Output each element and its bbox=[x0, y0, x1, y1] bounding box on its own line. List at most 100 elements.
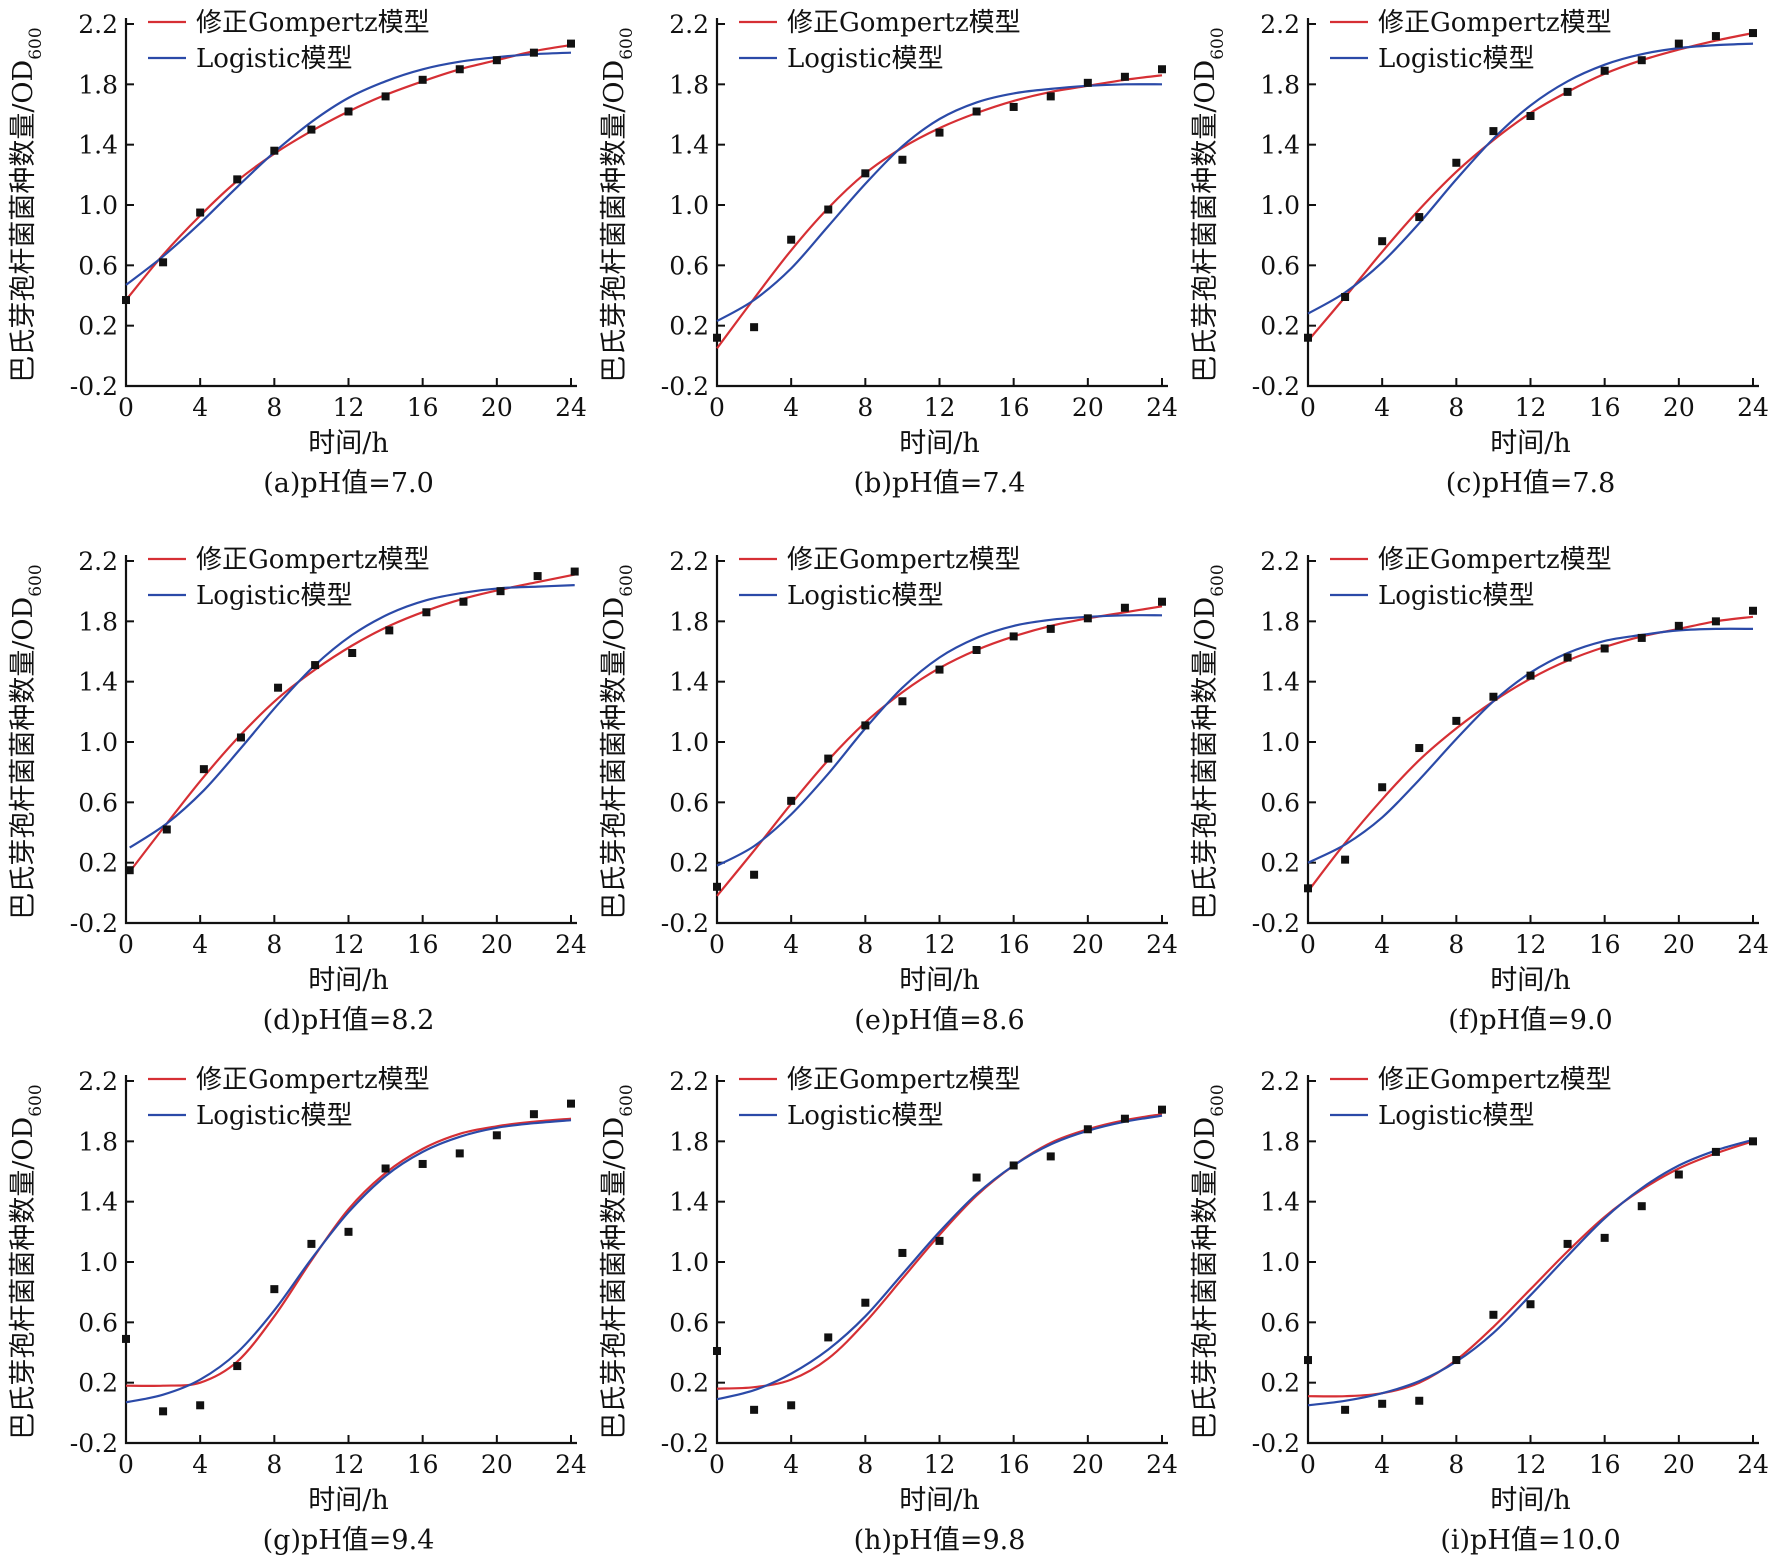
y-tick-label: 1.0 bbox=[78, 191, 118, 220]
observed-point bbox=[1341, 293, 1350, 302]
y-axis-title: 巴氏芽孢杆菌菌种数量/OD600 bbox=[1190, 564, 1228, 919]
observed-point bbox=[972, 107, 981, 116]
y-tick-label: 1.0 bbox=[669, 728, 709, 757]
observed-point bbox=[972, 645, 981, 654]
x-tick-label: 24 bbox=[1146, 393, 1178, 422]
x-tick-label: 16 bbox=[1589, 930, 1621, 959]
observed-point bbox=[787, 1401, 796, 1410]
observed-point bbox=[1158, 597, 1166, 606]
observed-point bbox=[1083, 614, 1092, 623]
observed-point bbox=[381, 1164, 390, 1173]
observed-point bbox=[750, 1405, 759, 1414]
y-tick-label: 1.0 bbox=[1260, 1248, 1300, 1277]
observed-point bbox=[233, 175, 242, 184]
y-axis-title-text: 巴氏芽孢杆菌菌种数量/OD bbox=[599, 1117, 630, 1440]
x-tick-label: 12 bbox=[924, 930, 956, 959]
observed-point bbox=[972, 1173, 981, 1182]
x-axis-title: 时间/h bbox=[1490, 428, 1571, 459]
observed-point bbox=[787, 235, 796, 244]
observed-point bbox=[935, 1236, 944, 1245]
y-tick-label: 1.8 bbox=[1260, 607, 1300, 636]
x-tick-label: 20 bbox=[481, 1450, 513, 1479]
y-tick-label: 0.6 bbox=[78, 251, 118, 280]
observed-point bbox=[898, 1248, 907, 1257]
observed-point bbox=[1563, 1239, 1572, 1248]
y-tick-label: 0.6 bbox=[669, 251, 709, 280]
observed-point bbox=[311, 661, 320, 670]
panel-1: -0.2 0.2 0.6 1.0 1.4 1.8 2.2 0 4 8 12 16 20 24 巴氏芽孢杆菌菌… bbox=[599, 8, 1178, 499]
observed-point bbox=[196, 1401, 205, 1410]
x-tick-label: 8 bbox=[266, 930, 282, 959]
observed-point bbox=[1120, 1114, 1129, 1123]
y-axis-title-text: 巴氏芽孢杆菌菌种数量/OD bbox=[599, 60, 630, 383]
x-tick-label: 0 bbox=[709, 393, 725, 422]
x-tick-label: 16 bbox=[407, 393, 439, 422]
logistic-curve bbox=[1307, 627, 1754, 864]
observed-point bbox=[1046, 624, 1055, 633]
observed-point bbox=[1378, 1399, 1387, 1408]
observed-point bbox=[125, 866, 134, 875]
y-tick-label: 0.6 bbox=[1260, 251, 1300, 280]
gompertz-curve bbox=[1307, 615, 1754, 892]
y-tick-label: 0.6 bbox=[1260, 788, 1300, 817]
y-axis-title: 巴氏芽孢杆菌菌种数量/OD600 bbox=[8, 564, 46, 919]
panel-caption: (d)pH值=8.2 bbox=[263, 1005, 435, 1036]
observed-point bbox=[270, 146, 279, 155]
x-tick-label: 4 bbox=[1374, 1450, 1390, 1479]
observed-point bbox=[1637, 1202, 1646, 1211]
x-tick-label: 16 bbox=[1589, 1450, 1621, 1479]
observed-point bbox=[1526, 671, 1535, 680]
observed-point bbox=[787, 796, 796, 805]
x-tick-label: 0 bbox=[118, 393, 134, 422]
observed-point bbox=[1749, 29, 1757, 38]
y-tick-label: 1.8 bbox=[1260, 1127, 1300, 1156]
x-tick-label: 4 bbox=[783, 393, 799, 422]
legend: 修正Gompertz模型 Logistic模型 bbox=[1330, 545, 1612, 611]
y-tick-label: 2.2 bbox=[1260, 1067, 1300, 1096]
observed-point bbox=[1489, 692, 1498, 701]
x-tick-label: 0 bbox=[709, 930, 725, 959]
x-tick-label: 12 bbox=[333, 1450, 365, 1479]
legend-logistic-label: Logistic模型 bbox=[1378, 581, 1535, 611]
y-tick-label: 1.4 bbox=[1260, 668, 1300, 697]
x-tick-label: 0 bbox=[118, 1450, 134, 1479]
panel-caption: (e)pH值=8.6 bbox=[854, 1005, 1024, 1036]
observed-point bbox=[1083, 78, 1092, 87]
y-tick-label: 1.8 bbox=[669, 70, 709, 99]
observed-point bbox=[1046, 1152, 1055, 1161]
observed-point bbox=[1749, 606, 1757, 615]
x-tick-label: 12 bbox=[1515, 393, 1547, 422]
x-tick-label: 8 bbox=[857, 930, 873, 959]
observed-point bbox=[1711, 1147, 1720, 1156]
observed-point bbox=[1749, 1137, 1757, 1146]
observed-point bbox=[570, 567, 579, 576]
observed-point bbox=[1304, 1356, 1312, 1365]
observed-point bbox=[122, 296, 130, 305]
y-axis-title-subscript: 600 bbox=[617, 1084, 637, 1116]
y-axis-title: 巴氏芽孢杆菌菌种数量/OD600 bbox=[8, 1084, 46, 1439]
x-tick-label: 12 bbox=[924, 393, 956, 422]
y-tick-label: 1.4 bbox=[669, 1188, 709, 1217]
observed-point bbox=[861, 1298, 870, 1307]
observed-point bbox=[898, 155, 907, 164]
observed-point bbox=[422, 608, 431, 617]
legend-gompertz-label: 修正Gompertz模型 bbox=[787, 545, 1021, 575]
x-tick-label: 16 bbox=[998, 930, 1030, 959]
panel-6: -0.2 0.2 0.6 1.0 1.4 1.8 2.2 0 4 8 12 16 20 24 巴氏芽孢杆菌菌… bbox=[8, 1065, 587, 1556]
x-tick-label: 4 bbox=[783, 930, 799, 959]
panel-0: -0.2 0.2 0.6 1.0 1.4 1.8 2.2 0 4 8 12 16 20 24 巴氏芽孢杆菌菌… bbox=[8, 8, 587, 499]
x-axis-title: 时间/h bbox=[899, 965, 980, 996]
observed-point bbox=[1711, 32, 1720, 41]
x-axis-title: 时间/h bbox=[899, 428, 980, 459]
gompertz-curve bbox=[125, 1117, 572, 1388]
observed-point bbox=[713, 333, 721, 342]
y-axis-title: 巴氏芽孢杆菌菌种数量/OD600 bbox=[1190, 27, 1228, 382]
y-tick-label: 1.0 bbox=[669, 191, 709, 220]
observed-point bbox=[1637, 633, 1646, 642]
observed-point bbox=[381, 92, 390, 101]
y-tick-label: 1.8 bbox=[78, 1127, 118, 1156]
observed-point bbox=[455, 65, 464, 74]
logistic-curve bbox=[716, 83, 1163, 323]
y-tick-label: 1.8 bbox=[1260, 70, 1300, 99]
